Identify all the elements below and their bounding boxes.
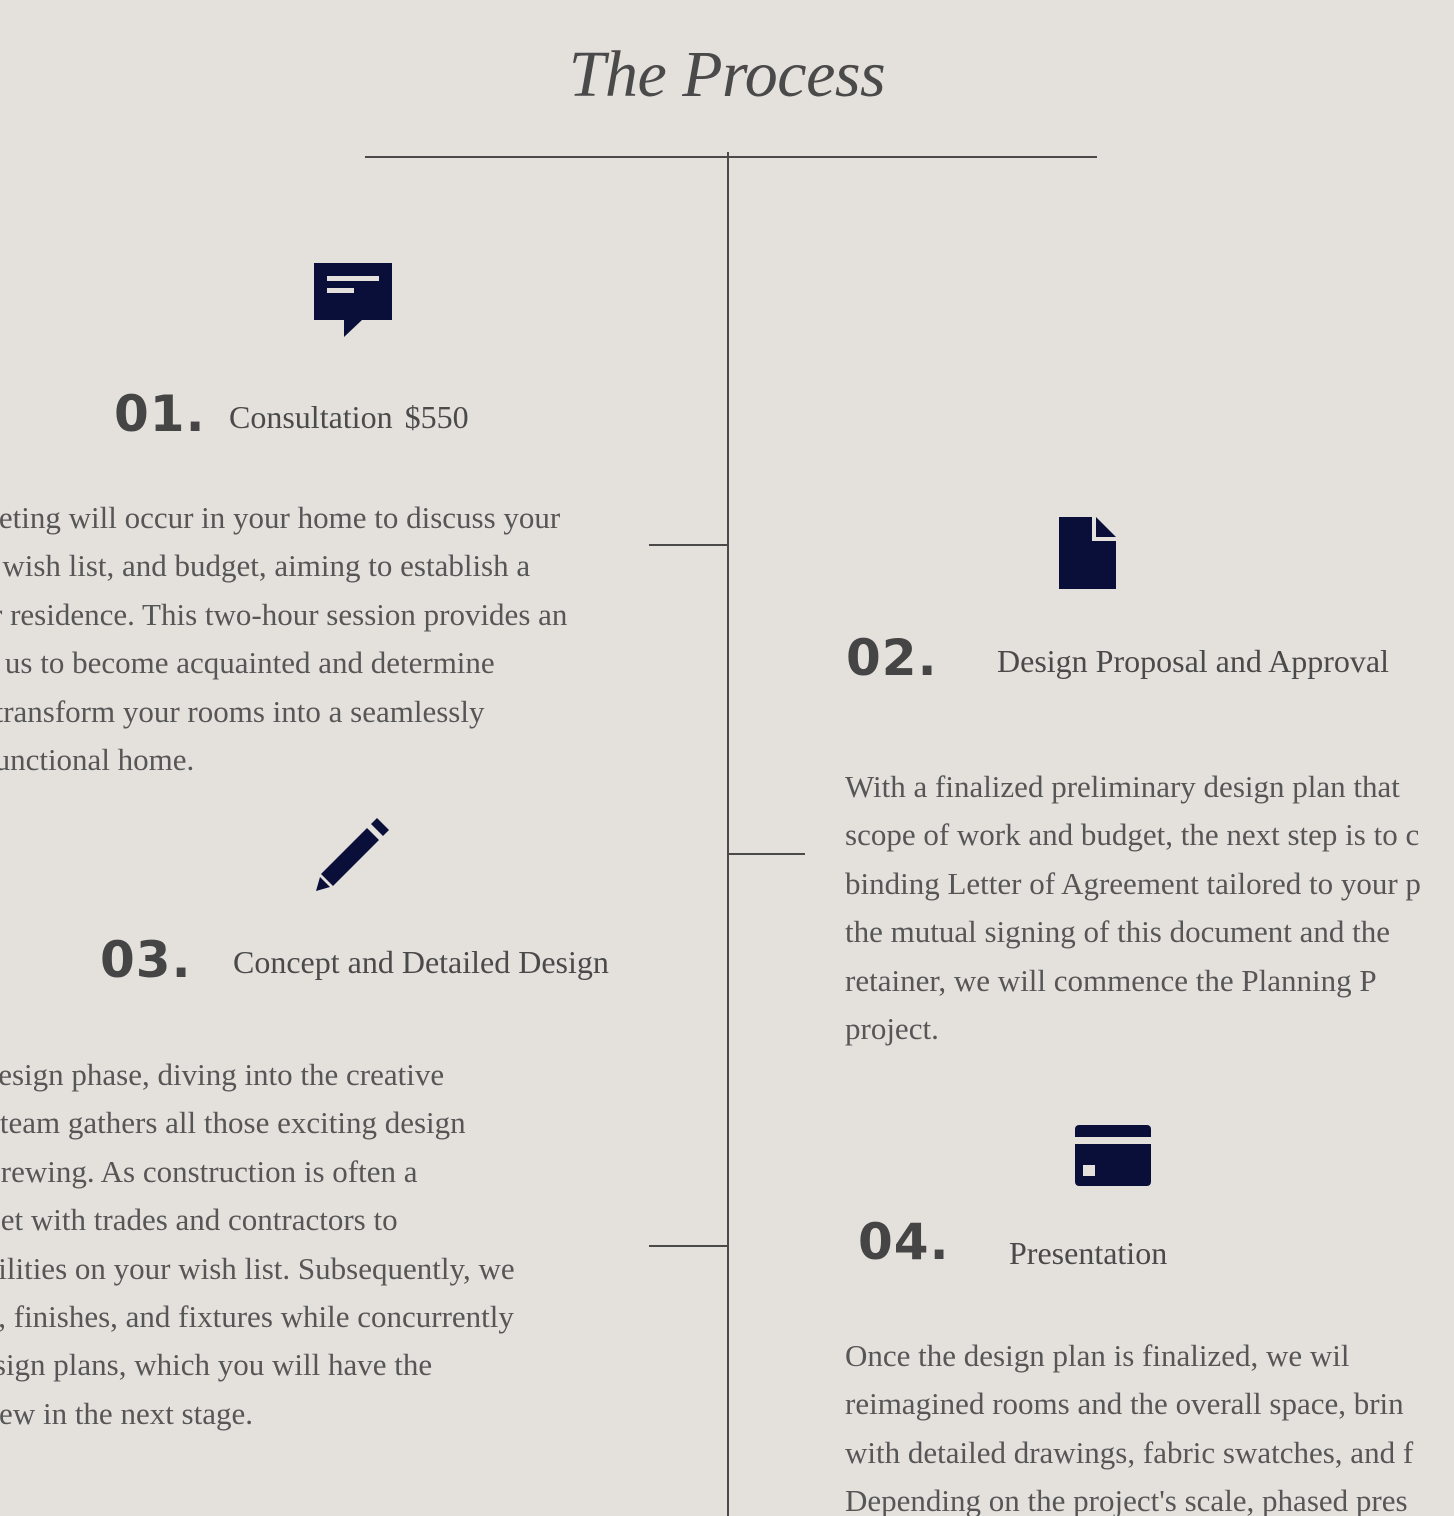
step-number: 04. [858,1213,950,1271]
step-description: With a finalized preliminary design plan… [845,763,1454,1063]
step-heading: Consultation $550 [229,401,469,433]
description-line: shings, finishes, and fixtures while con… [0,1299,514,1335]
description-line: retainer, we will commence the Planning … [845,962,1377,998]
step-heading: Concept and Detailed Design [233,944,609,980]
description-line: ill transform your rooms into a seamless… [0,693,485,729]
pencil-icon [314,815,392,893]
step-description: f the design phase, diving into the crea… [0,1051,609,1441]
description-line: Depending on the project's scale, phased… [845,1483,1408,1516]
description-line: binding Letter of Agreement tailored to … [845,865,1421,901]
description-line: meeting will occur in your home to discu… [0,500,561,535]
description-line: for us to become acquainted and determin… [0,645,495,681]
description-line: project. [845,1011,939,1047]
description-line: to review in the next stage. [0,1395,254,1431]
description-line: we meet with trades and contractors to [0,1202,398,1238]
step-price: $550 [404,399,469,435]
step-number: 02. [846,629,938,687]
timeline-connector-1 [649,544,728,546]
timeline-axis [727,152,729,1516]
credit-card-icon [1075,1125,1151,1186]
description-line: with detailed drawings, fabric swatches,… [845,1434,1414,1470]
document-icon [1059,517,1116,589]
page-title: The Process [568,38,886,111]
timeline-connector-3 [649,1245,728,1247]
description-line: With a finalized preliminary design plan… [845,769,1400,804]
step-number: 01. [114,385,206,443]
title-divider [365,156,1097,158]
message-icon [314,263,392,337]
description-line: possibilities on your wish list. Subsequ… [0,1250,515,1286]
description-line: the mutual signing of this document and … [845,914,1390,950]
description-line: f the design phase, diving into the crea… [0,1057,445,1092]
step-heading-text: Consultation [229,399,393,435]
description-line: Once the design plan is finalized, we wi… [845,1338,1350,1373]
step-description: Once the design plan is finalized, we wi… [845,1332,1454,1516]
step-number: 03. [100,931,192,989]
description-line: d functional home. [0,742,195,778]
step-heading: Design Proposal and Approval [997,643,1389,679]
description-line: re our team gathers all those exciting d… [0,1105,466,1141]
step-description: meeting will occur in your home to discu… [0,494,617,794]
description-line: reimagined rooms and the overall space, … [845,1386,1404,1422]
description-line: been brewing. As construction is often a [0,1153,418,1189]
step-heading: Presentation [1009,1235,1168,1271]
description-line: es, wish list, and budget, aiming to est… [0,548,531,584]
description-line: the design plans, which you will have th… [0,1347,433,1383]
description-line: our residence. This two-hour session pro… [0,596,568,632]
description-line: scope of work and budget, the next step … [845,817,1420,853]
timeline-connector-2 [727,853,805,855]
